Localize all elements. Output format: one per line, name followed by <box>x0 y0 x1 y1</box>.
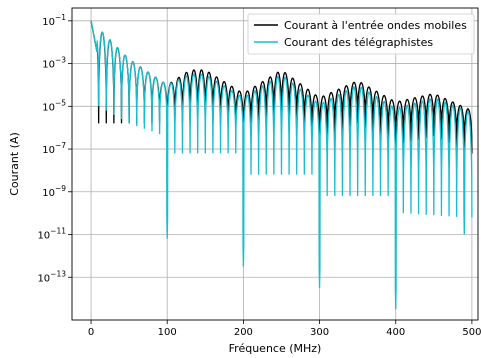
y-axis-label: Courant (A) <box>8 132 21 196</box>
x-tick-label: 0 <box>88 327 94 338</box>
y-tick-label: 10−9 <box>42 184 66 199</box>
plot-area <box>90 20 473 310</box>
y-tick-label: 10−11 <box>37 227 66 242</box>
legend: Courant à l'entrée ondes mobiles Courant… <box>247 13 475 55</box>
ticks: 0 100 200 300 400 500 10−1 10−3 10−5 10−7 10−9 10−1… <box>37 13 481 338</box>
y-tick-label: 10−1 <box>42 13 66 28</box>
x-tick-label: 400 <box>386 327 405 338</box>
x-axis-label: Fréquence (MHz) <box>229 342 322 355</box>
x-tick-label: 100 <box>158 327 177 338</box>
y-tick-label: 10−5 <box>42 98 66 113</box>
legend-label-courant-telegraphistes: Courant des télégraphistes <box>284 36 433 49</box>
y-tick-label: 10−7 <box>42 141 66 156</box>
legend-box <box>247 13 475 55</box>
axes-frame <box>71 7 479 321</box>
legend-label-courant-entree: Courant à l'entrée ondes mobiles <box>284 19 467 32</box>
series-line-courant-telegraphistes <box>90 20 473 310</box>
y-tick-label: 10−3 <box>42 56 66 71</box>
x-tick-label: 200 <box>234 327 253 338</box>
grid <box>72 8 478 320</box>
x-tick-label: 500 <box>462 327 481 338</box>
x-tick-label: 300 <box>310 327 329 338</box>
y-tick-label: 10−13 <box>37 269 66 284</box>
